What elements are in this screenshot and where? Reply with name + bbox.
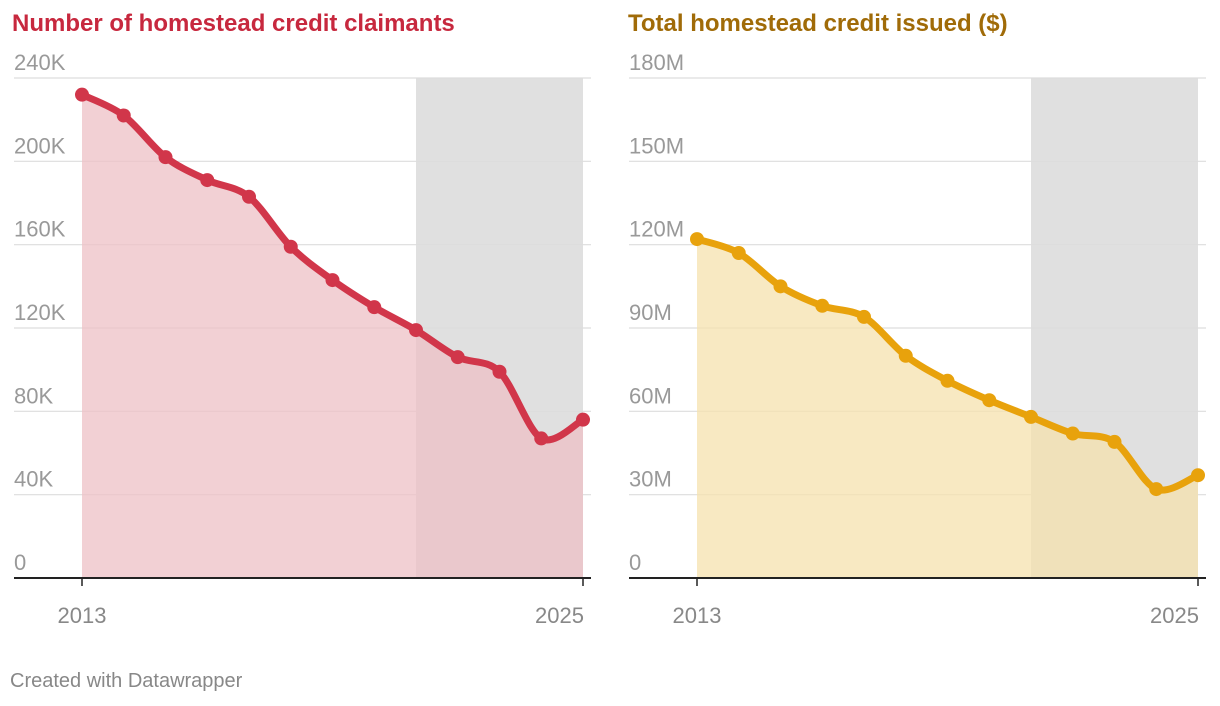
y-tick-label: 40K [14,467,53,492]
y-tick-label: 160K [14,217,66,242]
data-point [534,431,549,446]
data-point [815,298,830,313]
chart-title-credit-issued: Total homestead credit issued ($) [628,10,1008,37]
area-fill [82,94,583,579]
panel-claimants: 0 40K 80K 120K 160K 200K 240K 2013 2025 [14,50,591,628]
footer-credit: Created with Datawrapper [10,670,243,692]
data-point [200,173,215,188]
data-point [409,323,423,338]
y-tick-label: 90M [629,300,672,325]
area-fill [697,239,1198,579]
y-tick-label: 60M [629,383,672,408]
data-point [690,232,704,247]
y-tick-label: 30M [629,467,672,492]
data-point [1107,434,1122,449]
data-point [242,189,256,204]
x-tick-label: 2013 [58,603,107,628]
panel-credit-issued: 0 30M 60M 90M 120M 150M 180M 2013 2025 [629,50,1206,628]
data-point [325,273,340,288]
x-tick-label: 2025 [535,603,584,628]
data-point [898,348,913,363]
y-tick-label: 0 [14,550,26,575]
data-point [857,309,871,324]
data-point [576,412,590,427]
x-tick-label: 2013 [673,603,722,628]
y-tick-label: 180M [629,50,684,75]
data-point [116,108,131,123]
data-point [158,150,173,165]
y-tick-label: 150M [629,133,684,158]
y-tick-label: 120K [14,300,66,325]
data-point [1149,482,1164,497]
data-point [773,279,788,294]
data-point [982,393,997,408]
data-point [940,373,955,388]
data-point [731,246,746,260]
chart-title-claimants: Number of homestead credit claimants [12,10,455,37]
y-tick-label: 120M [629,217,684,242]
data-point [492,364,507,379]
y-tick-label: 80K [14,383,53,408]
data-point [1191,468,1205,483]
data-point [367,300,382,315]
y-tick-label: 0 [629,550,641,575]
data-point [1065,426,1080,441]
x-tick-label: 2025 [1150,603,1199,628]
y-tick-label: 240K [14,50,66,75]
y-tick-label: 200K [14,133,66,158]
data-point [75,87,89,102]
data-point [283,239,298,254]
data-point [1024,409,1038,424]
data-point [450,350,465,365]
